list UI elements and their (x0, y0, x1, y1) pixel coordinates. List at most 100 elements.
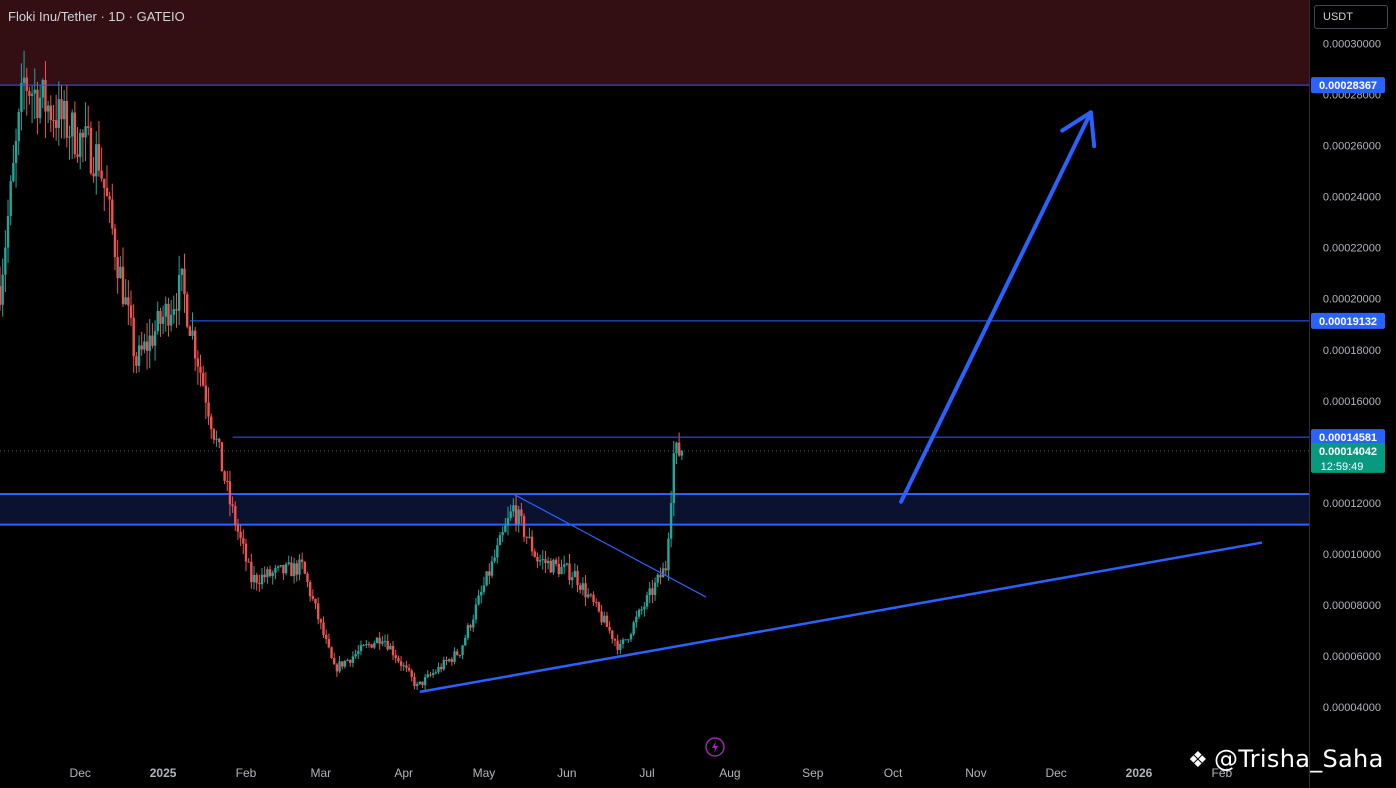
candle-body (474, 604, 478, 620)
candle-body (0, 285, 2, 305)
candle-body (308, 581, 312, 597)
candle-body (287, 562, 290, 565)
candle (397, 655, 400, 664)
candle-body (592, 594, 595, 603)
currency-selector[interactable]: USDT (1314, 5, 1388, 29)
candle (185, 291, 189, 329)
candle (212, 428, 216, 444)
candle-body (242, 538, 245, 544)
candle (236, 518, 240, 540)
candle (127, 280, 130, 325)
candle-body (129, 305, 133, 318)
candle-body (587, 594, 590, 598)
candle-body (124, 297, 127, 305)
candle-body (161, 316, 165, 324)
candle-body (530, 536, 534, 552)
candle-body (52, 119, 55, 121)
candle-body (103, 178, 106, 188)
candle-body (346, 659, 349, 661)
candle-body (172, 309, 175, 315)
candle (656, 573, 659, 588)
candle (33, 68, 36, 120)
candle-body (14, 141, 18, 163)
candle (1, 258, 4, 317)
candle-body (554, 559, 558, 564)
candle-body (73, 112, 77, 155)
candle (306, 571, 309, 588)
candle (108, 191, 111, 223)
candle (327, 633, 331, 649)
candle (204, 372, 208, 419)
candle (258, 574, 261, 592)
candle (402, 662, 405, 671)
candle-body (458, 654, 462, 656)
candle-body (533, 551, 536, 557)
candle-body (239, 531, 242, 539)
candle (164, 296, 167, 332)
candle-body (365, 644, 368, 646)
candle-body (426, 674, 429, 678)
candle-body (12, 162, 15, 182)
candle (461, 644, 464, 660)
candle (252, 566, 256, 590)
candle-body (193, 330, 197, 359)
candle-body (60, 99, 63, 120)
candle (343, 660, 347, 669)
candle (357, 644, 360, 659)
candle-body (442, 659, 446, 670)
candle-body (97, 144, 101, 171)
candle (79, 128, 82, 170)
candle (255, 572, 258, 591)
candle-body (565, 563, 569, 565)
candle-body (456, 651, 459, 656)
time-axis: Dec 2025 Feb Mar Apr May Jun Jul Aug Sep Oct Nov Dec… (70, 737, 1233, 780)
candle (145, 323, 149, 370)
candle (330, 646, 333, 659)
candle-body (656, 574, 659, 583)
candle-body (164, 303, 167, 317)
candle (677, 432, 681, 457)
candle-body (437, 666, 440, 673)
candle-body (252, 574, 256, 583)
price-tick-label: 0.00030000 (1323, 38, 1381, 50)
candle-body (461, 645, 464, 655)
candle-body (17, 111, 20, 142)
candle-body (637, 609, 641, 617)
candle (73, 101, 77, 159)
candle (637, 608, 641, 619)
candle (9, 175, 12, 226)
candle-body (1, 274, 4, 305)
candle-body (207, 402, 210, 417)
candle-body (672, 453, 675, 504)
candle-body (391, 645, 395, 656)
candle (287, 555, 290, 566)
candle-body (402, 665, 405, 667)
candle-body (488, 571, 491, 576)
candle-body (624, 639, 627, 641)
candle-body (341, 661, 344, 667)
candle (20, 63, 23, 131)
symbol-title[interactable]: Floki Inu/Tether · 1D · GATEIO (8, 9, 185, 24)
candle-body (148, 335, 151, 351)
candle-body (552, 559, 555, 573)
candle (672, 440, 675, 517)
candle (49, 95, 53, 132)
candle-body (568, 563, 571, 581)
candle-body (196, 358, 200, 367)
candle (100, 147, 103, 182)
time-tick-label: Jul (639, 766, 654, 780)
candle (215, 430, 218, 447)
candle-body (485, 571, 488, 586)
candle-body (250, 561, 253, 583)
candle-body (4, 247, 7, 275)
candle (169, 299, 173, 332)
candle-body (627, 639, 630, 641)
candle (525, 536, 528, 545)
candle (474, 598, 478, 624)
candle (87, 105, 90, 136)
candle (62, 89, 66, 139)
candle (346, 658, 349, 662)
candle (493, 549, 496, 564)
candle-body (389, 645, 392, 650)
